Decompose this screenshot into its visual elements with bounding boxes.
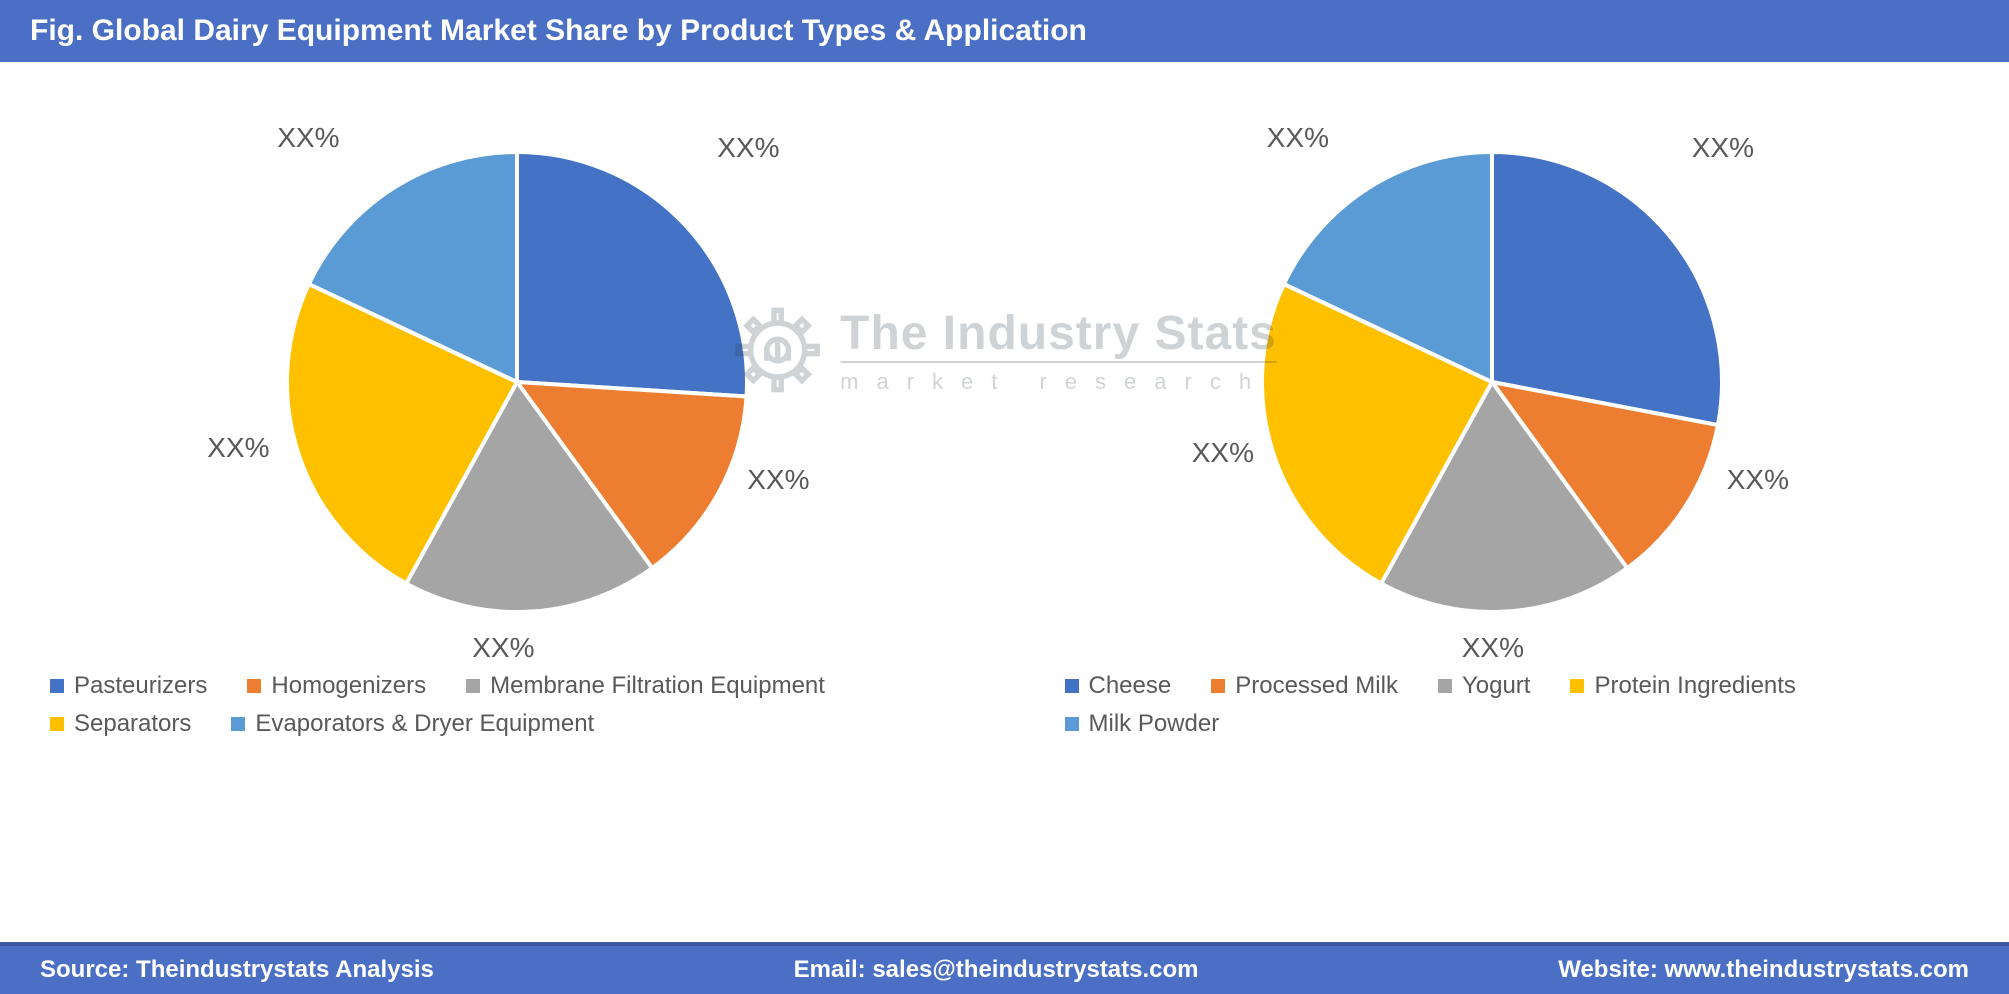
slice-data-label: XX% [1192, 437, 1254, 469]
legend-label: Processed Milk [1235, 672, 1398, 700]
pie-svg [197, 102, 837, 662]
title-bar: Fig. Global Dairy Equipment Market Share… [0, 0, 2009, 62]
pie-slice [1492, 152, 1722, 425]
pie-chart-application: XX% XX% XX% XX% XX% [1172, 102, 1812, 662]
footer-website-value: www.theindustrystats.com [1664, 956, 1969, 983]
legend-label: Milk Powder [1089, 710, 1220, 738]
legend-item: Yogurt [1438, 672, 1531, 700]
slice-data-label: XX% [207, 432, 269, 464]
footer-email: Email: sales@theindustrystats.com [794, 956, 1199, 984]
legend-swatch [50, 717, 64, 731]
legend-item: Homogenizers [247, 672, 426, 700]
legend-item: Protein Ingredients [1570, 672, 1795, 700]
legend-swatch [247, 679, 261, 693]
legend-item: Processed Milk [1211, 672, 1398, 700]
footer-website: Website: www.theindustrystats.com [1558, 956, 1969, 984]
legend-item: Evaporators & Dryer Equipment [231, 710, 594, 738]
legend-swatch [1570, 679, 1584, 693]
legend-item: Separators [50, 710, 191, 738]
legend-swatch [231, 717, 245, 731]
legend-swatch [50, 679, 64, 693]
slice-data-label: XX% [1267, 122, 1329, 154]
legend-label: Cheese [1089, 672, 1172, 700]
legend-item: Milk Powder [1065, 710, 1220, 738]
slice-data-label: XX% [1462, 632, 1524, 664]
page-title: Fig. Global Dairy Equipment Market Share… [30, 14, 1087, 47]
footer-source-value: Theindustrystats Analysis [136, 956, 434, 983]
slice-data-label: XX% [1692, 132, 1754, 164]
footer-website-label: Website: [1558, 956, 1664, 983]
slice-data-label: XX% [1727, 464, 1789, 496]
footer-source-label: Source: [40, 956, 136, 983]
legend-swatch [1211, 679, 1225, 693]
left-chart-column: XX% XX% XX% XX% XX% Pasteurizers Homogenizers… [30, 102, 1005, 738]
legend-label: Homogenizers [271, 672, 426, 700]
pie-chart-product-types: XX% XX% XX% XX% XX% [197, 102, 837, 662]
slice-data-label: XX% [277, 122, 339, 154]
legend-label: Membrane Filtration Equipment [490, 672, 825, 700]
legend-label: Separators [74, 710, 191, 738]
legend-item: Cheese [1065, 672, 1172, 700]
legend-swatch [1065, 679, 1079, 693]
right-chart-column: XX% XX% XX% XX% XX% Cheese Processed Milk Yogu… [1005, 102, 1980, 738]
legend-swatch [1438, 679, 1452, 693]
footer-email-label: Email: [794, 956, 873, 983]
footer-source: Source: Theindustrystats Analysis [40, 956, 434, 984]
legend-label: Protein Ingredients [1594, 672, 1795, 700]
legend-label: Pasteurizers [74, 672, 207, 700]
pie-svg [1172, 102, 1812, 662]
charts-area: XX% XX% XX% XX% XX% Pasteurizers Homogenizers… [0, 62, 2009, 748]
footer-bar: Source: Theindustrystats Analysis Email:… [0, 942, 2009, 994]
legend-label: Evaporators & Dryer Equipment [255, 710, 594, 738]
legend-item: Membrane Filtration Equipment [466, 672, 825, 700]
slice-data-label: XX% [717, 132, 779, 164]
pie-slice [517, 152, 747, 396]
slice-data-label: XX% [747, 464, 809, 496]
legend-swatch [466, 679, 480, 693]
legend-product-types: Pasteurizers Homogenizers Membrane Filtrat… [30, 662, 1005, 738]
legend-application: Cheese Processed Milk Yogurt Protein Ingred… [1005, 662, 1980, 738]
slice-data-label: XX% [472, 632, 534, 664]
legend-swatch [1065, 717, 1079, 731]
legend-label: Yogurt [1462, 672, 1531, 700]
footer-email-value: sales@theindustrystats.com [872, 956, 1198, 983]
legend-item: Pasteurizers [50, 672, 207, 700]
